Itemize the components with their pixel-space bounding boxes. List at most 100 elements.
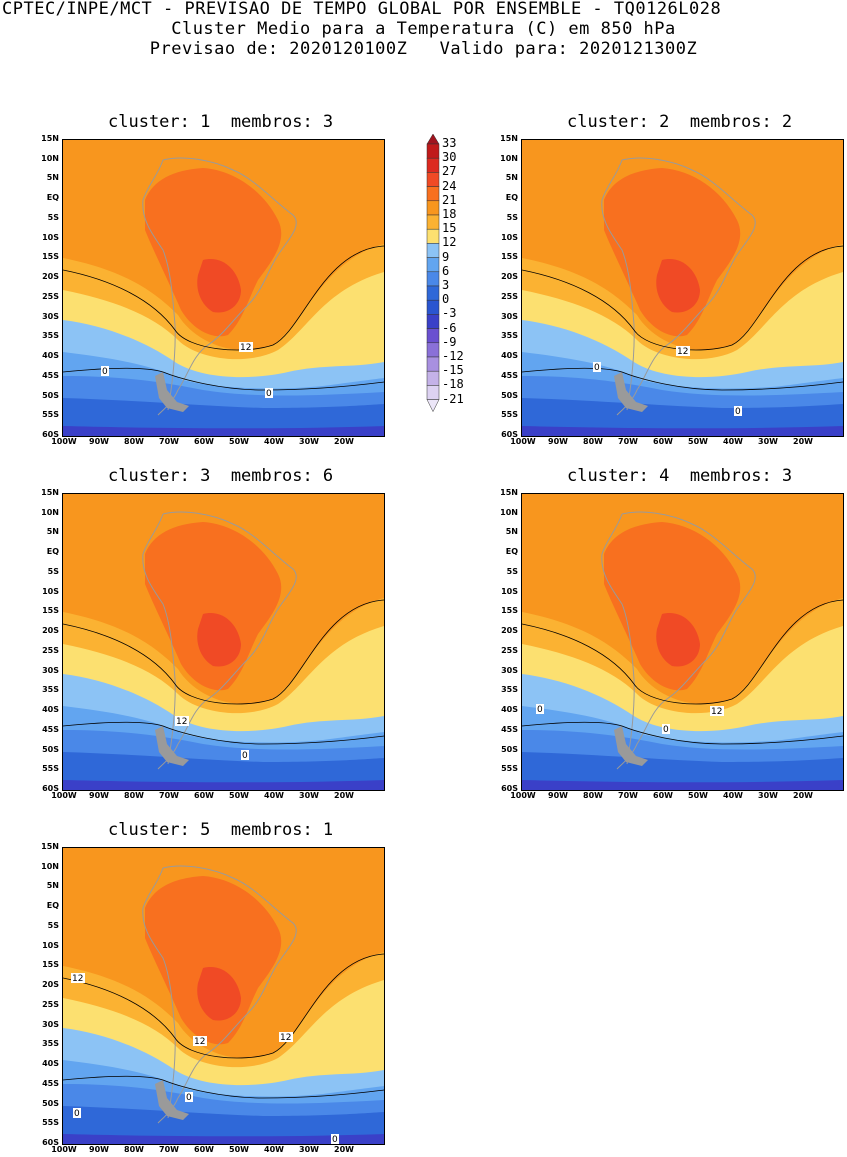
temperature-band [522, 752, 843, 790]
lat-tick-label: 5S [47, 212, 59, 222]
patagonia-land [614, 372, 648, 412]
colorbar-level-label: -15 [442, 363, 464, 378]
temperature-field: 12 0 0 [63, 140, 384, 436]
colorbar-swatch [426, 271, 440, 287]
lat-tick-label: 35S [42, 685, 59, 695]
lat-tick-label: EQ [46, 193, 59, 203]
lat-tick-label: 5S [47, 920, 59, 930]
warm-core [604, 168, 741, 337]
lon-tick-label: 40W [264, 1145, 284, 1154]
cluster-map: 12 12 12 0 0 0 [62, 847, 385, 1145]
panel-title: cluster: 1 membros: 3 [108, 112, 334, 132]
hot-core [656, 613, 700, 667]
lat-tick-label: 15N [41, 488, 59, 497]
lon-tick-label: 60W [653, 791, 673, 800]
cluster-map: 12 0 0 [521, 139, 844, 437]
lat-tick-label: 25S [42, 291, 59, 301]
lat-tick-label: 5N [505, 527, 518, 537]
lat-tick-label: 10S [501, 586, 518, 596]
lat-tick-label: 30S [501, 311, 518, 321]
lat-tick-label: 50S [501, 744, 518, 754]
cluster-map: 12 0 0 [521, 493, 844, 791]
colorbar-swatch [426, 328, 440, 344]
contour-label: 0 [266, 389, 272, 399]
coastline [142, 865, 297, 1124]
contour-label: 0 [735, 407, 741, 417]
lon-tick-label: 60W [194, 791, 214, 800]
hot-core [656, 259, 700, 313]
lat-tick-label: 55S [501, 764, 518, 774]
colorbar-level-label: 12 [442, 235, 457, 250]
lat-tick-label: 15S [42, 606, 59, 616]
lat-tick-label: 60S [42, 784, 59, 793]
lon-tick-label: 40W [723, 791, 743, 800]
lat-tick-label: 40S [42, 351, 59, 361]
lat-tick-label: 60S [42, 1138, 59, 1147]
contour-label-bg [593, 362, 601, 372]
lat-tick-label: 15N [500, 134, 518, 143]
coastline [601, 157, 756, 416]
lat-tick-label: 30S [42, 311, 59, 321]
colorbar-level-label: 0 [442, 292, 450, 307]
colorbar-level-label: 3 [442, 278, 450, 292]
lat-tick-label: 50S [42, 390, 59, 400]
lat-tick-label: 50S [42, 1098, 59, 1108]
lat-tick-label: 10N [41, 507, 59, 517]
colorbar-swatch [426, 200, 440, 216]
lon-tick-label: 90W [548, 791, 568, 800]
contour-label: 12 [711, 707, 722, 717]
contour-label-bg [193, 1036, 207, 1046]
lon-tick-label: 70W [618, 791, 638, 800]
lat-tick-label: 15S [42, 960, 59, 970]
lon-tick-label: 70W [159, 791, 179, 800]
lat-tick-label: 10N [500, 153, 518, 163]
lat-tick-label: 30S [42, 665, 59, 675]
contour-label: 12 [240, 343, 251, 353]
lon-tick-label: 100W [51, 1145, 77, 1154]
contour-0 [63, 367, 384, 391]
contour-0 [63, 721, 384, 745]
lat-tick-label: 30S [42, 1019, 59, 1029]
colorbar-level-label: -21 [442, 391, 464, 406]
lat-tick-label: 35S [501, 331, 518, 341]
lat-tick-label: 5N [46, 173, 59, 183]
lat-tick-label: 60S [501, 430, 518, 439]
contour-12 [63, 245, 384, 351]
temperature-band [522, 426, 843, 436]
lat-tick-label: 35S [42, 331, 59, 341]
temperature-band [63, 1106, 384, 1144]
colorbar-swatch [426, 285, 440, 301]
contour-label: 0 [332, 1135, 338, 1144]
lon-tick-label: 70W [159, 437, 179, 446]
colorbar-level-label: 30 [442, 150, 457, 165]
lat-tick-label: 20S [42, 980, 59, 990]
header-line-2: Cluster Medio para a Temperatura (C) em … [171, 19, 676, 39]
contour-12 [522, 599, 843, 705]
warm-core [145, 168, 282, 337]
lat-tick-label: 10S [42, 586, 59, 596]
header-line-3: Previsao de: 2020120100Z Valido para: 20… [149, 39, 698, 59]
lat-tick-label: 45S [501, 370, 518, 380]
contour-label-bg [265, 388, 273, 398]
contour-12 [63, 953, 384, 1059]
lat-tick-label: 45S [501, 724, 518, 734]
contour-label-bg [73, 1108, 81, 1118]
colorbar-swatch [426, 143, 440, 159]
lat-tick-label: 20S [501, 272, 518, 282]
lat-tick-label: 40S [501, 705, 518, 715]
lat-tick-label: 10N [41, 153, 59, 163]
lat-tick-label: EQ [46, 901, 59, 911]
lat-tick-label: 20S [501, 626, 518, 636]
panel-title: cluster: 5 membros: 1 [108, 820, 334, 840]
colorbar-level-label: 18 [442, 207, 457, 221]
contour-label-bg [331, 1134, 339, 1144]
lat-tick-label: 55S [42, 410, 59, 420]
warm-core [604, 522, 741, 691]
contour-label-bg [662, 724, 670, 734]
lon-tick-label: 60W [194, 1145, 214, 1154]
lon-tick-label: 30W [758, 791, 778, 800]
lon-tick-label: 30W [299, 791, 319, 800]
lat-tick-label: 60S [501, 784, 518, 793]
lon-tick-label: 60W [653, 437, 673, 446]
lon-tick-label: 40W [723, 437, 743, 446]
